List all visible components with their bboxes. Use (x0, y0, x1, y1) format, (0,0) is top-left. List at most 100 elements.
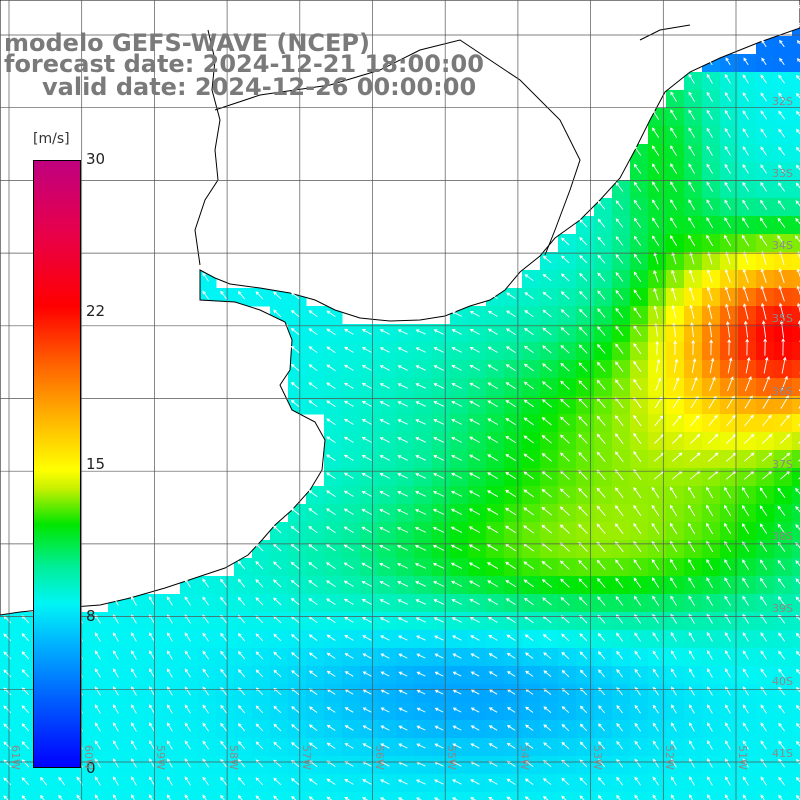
wind-arrow (149, 704, 155, 714)
wind-arrow (397, 508, 408, 515)
wind-arrow (706, 73, 713, 84)
wind-arrow (112, 722, 119, 732)
wind-arrow (561, 723, 570, 732)
wind-arrow (652, 109, 660, 120)
wind-arrow (523, 561, 535, 570)
wind-arrow (724, 504, 732, 517)
wind-arrow (706, 199, 713, 210)
wind-speed-cell (144, 792, 163, 800)
wind-arrow (778, 668, 785, 678)
wind-arrow (380, 779, 390, 785)
wind-arrow (273, 633, 282, 642)
wind-arrow (397, 491, 408, 497)
wind-arrow (290, 399, 300, 408)
wind-arrow (255, 561, 264, 570)
wind-arrow (633, 199, 642, 210)
wind-arrow (416, 653, 426, 659)
wind-arrow (166, 596, 173, 606)
wind-speed-cell (792, 108, 800, 127)
wind-arrow (184, 650, 191, 660)
wind-arrow (3, 651, 12, 660)
wind-arrow (344, 653, 354, 659)
wind-arrow (615, 559, 624, 570)
wind-arrow (689, 251, 695, 265)
wind-arrow (778, 182, 786, 192)
wind-arrow (487, 472, 499, 480)
wind-arrow (273, 525, 282, 534)
wind-arrow (398, 743, 408, 749)
wind-arrow (184, 632, 191, 642)
wind-arrow (742, 704, 749, 714)
wind-speed-cell (792, 630, 800, 649)
wind-arrow (380, 707, 390, 713)
wind-arrow (415, 473, 426, 479)
wind-speed-cell (126, 792, 145, 800)
wind-arrow (578, 596, 588, 606)
wind-arrow (673, 358, 679, 373)
wind-arrow (777, 235, 786, 247)
wind-arrow (291, 706, 300, 714)
wind-arrow (468, 562, 481, 569)
wind-arrow (414, 562, 427, 569)
wind-arrow (202, 632, 209, 642)
wind-arrow (131, 632, 137, 642)
wind-arrow (525, 670, 534, 677)
wind-speed-cell (792, 594, 800, 613)
wind-arrow (362, 743, 372, 749)
wind-arrow (777, 217, 786, 228)
wind-arrow (541, 506, 552, 516)
wind-arrow (308, 580, 318, 588)
wind-arrow (616, 668, 623, 678)
wind-speed-cell (90, 792, 109, 800)
wind-arrow (343, 526, 354, 533)
wind-arrow (452, 689, 462, 695)
wind-arrow (633, 504, 642, 517)
wind-arrow (725, 251, 731, 265)
wind-arrow (652, 704, 659, 714)
wind-arrow (290, 543, 300, 552)
wind-speed-cell (522, 792, 541, 800)
wind-arrow (488, 743, 498, 749)
wind-arrow (778, 74, 785, 84)
lon-label: 59W (154, 745, 167, 770)
wind-arrow (326, 706, 336, 713)
wind-arrow (379, 581, 390, 587)
wind-arrow (290, 381, 300, 390)
wind-arrow (326, 400, 336, 407)
wind-arrow (634, 632, 641, 642)
wind-arrow (615, 415, 624, 427)
wind-arrow (759, 217, 768, 228)
wind-arrow (308, 328, 318, 336)
wind-arrow (487, 454, 499, 461)
wind-arrow (149, 794, 153, 800)
wind-arrow (433, 599, 444, 605)
wind-arrow (760, 794, 765, 800)
wind-arrow (615, 182, 624, 192)
wind-arrow (94, 632, 101, 642)
wind-arrow (634, 794, 639, 800)
colorbar-tick-15: 15 (86, 455, 106, 473)
wind-arrow (597, 272, 606, 282)
wind-arrow (380, 653, 390, 659)
wind-arrow (688, 91, 695, 102)
wind-arrow (615, 200, 624, 210)
wind-arrow (344, 400, 354, 407)
wind-arrow (742, 163, 749, 174)
wind-arrow (416, 743, 426, 749)
wind-arrow (596, 415, 606, 426)
wind-arrow (616, 705, 623, 714)
wind-arrow (362, 707, 372, 713)
wind-arrow (670, 145, 678, 157)
wind-arrow (94, 776, 101, 786)
wind-arrow (760, 268, 767, 284)
wind-arrow (362, 797, 369, 800)
wind-arrow (670, 217, 678, 229)
wind-arrow (706, 145, 713, 156)
wind-arrow (688, 163, 695, 174)
wind-arrow (486, 562, 499, 570)
wind-arrow (255, 578, 264, 588)
wind-arrow (452, 671, 462, 677)
wind-arrow (415, 365, 426, 371)
wind-arrow (202, 290, 209, 300)
wind-arrow (58, 794, 63, 800)
